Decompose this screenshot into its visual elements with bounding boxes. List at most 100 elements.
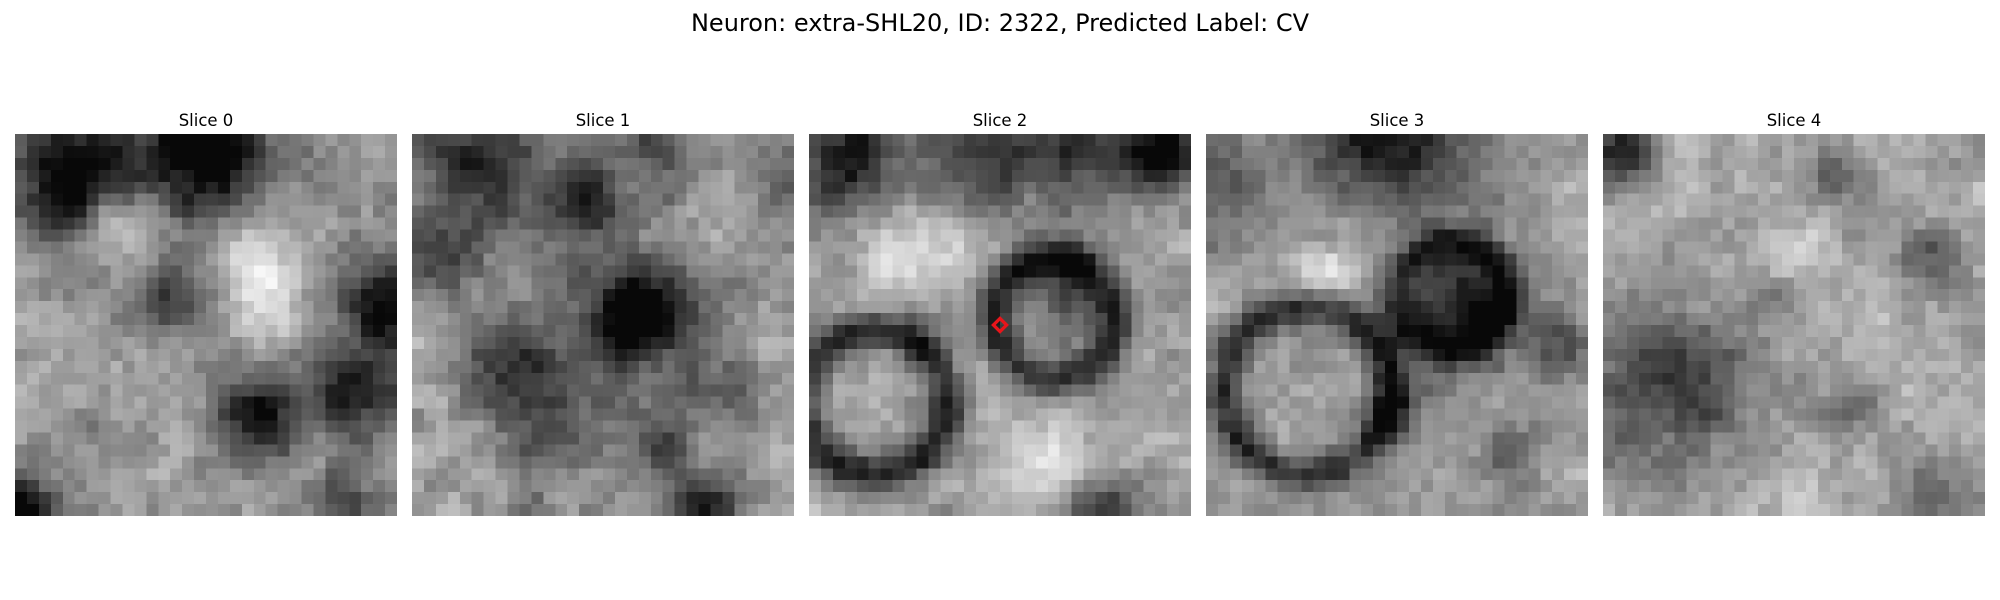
image-pixel: [1241, 265, 1254, 278]
image-pixel: [662, 301, 675, 314]
image-pixel: [134, 313, 147, 326]
image-pixel: [1468, 396, 1481, 409]
image-pixel: [686, 325, 699, 338]
image-pixel: [1432, 313, 1445, 326]
image-pixel: [1277, 145, 1290, 159]
image-pixel: [134, 301, 147, 314]
image-pixel: [1925, 289, 1938, 302]
image-pixel: [832, 336, 846, 350]
image-pixel: [579, 169, 592, 182]
image-pixel: [964, 384, 977, 397]
image-pixel: [158, 169, 171, 182]
image-pixel: [1564, 408, 1577, 421]
image-pixel: [976, 480, 989, 493]
image-pixel: [86, 504, 99, 516]
image-pixel: [1480, 193, 1493, 206]
image-pixel: [1167, 145, 1180, 159]
image-pixel: [844, 193, 857, 206]
image-pixel: [531, 336, 544, 350]
image-pixel: [98, 456, 111, 469]
image-pixel: [722, 444, 735, 457]
image-pixel: [435, 205, 449, 218]
image-pixel: [62, 217, 75, 230]
image-pixel: [543, 205, 556, 218]
image-pixel: [1011, 145, 1025, 159]
image-pixel: [1492, 468, 1505, 481]
image-pixel: [1528, 265, 1541, 278]
image-pixel: [1456, 432, 1469, 445]
image-pixel: [1349, 396, 1362, 409]
image-pixel: [1361, 420, 1374, 433]
image-pixel: [591, 420, 604, 433]
image-pixel: [603, 253, 616, 266]
image-pixel: [1059, 181, 1072, 194]
image-pixel: [277, 504, 290, 516]
image-pixel: [206, 157, 219, 171]
image-pixel: [1770, 336, 1783, 350]
image-pixel: [1564, 277, 1577, 290]
image-pixel: [1961, 348, 1974, 362]
image-pixel: [1686, 169, 1699, 182]
image-pixel: [74, 444, 87, 457]
image-pixel: [507, 289, 520, 302]
image-pixel: [26, 336, 40, 350]
image-pixel: [856, 313, 869, 326]
image-pixel: [471, 432, 484, 445]
image-pixel: [1229, 145, 1243, 159]
image-pixel: [1829, 253, 1842, 266]
image-pixel: [555, 360, 568, 373]
image-pixel: [1925, 217, 1938, 230]
image-pixel: [349, 157, 362, 171]
image-pixel: [1420, 492, 1434, 505]
image-pixel: [832, 217, 846, 230]
image-pixel: [722, 456, 735, 469]
image-pixel: [770, 336, 783, 350]
image-pixel: [1265, 241, 1278, 254]
image-pixel: [1794, 372, 1807, 385]
image-pixel: [301, 217, 314, 230]
image-pixel: [471, 468, 484, 481]
image-pixel: [686, 444, 699, 457]
image-pixel: [1361, 277, 1374, 290]
image-pixel: [483, 468, 496, 481]
image-pixel: [1337, 396, 1350, 409]
image-pixel: [1432, 456, 1445, 469]
image-pixel: [1576, 336, 1588, 350]
image-pixel: [1420, 504, 1434, 516]
image-pixel: [1853, 420, 1866, 433]
image-pixel: [1961, 205, 1974, 218]
image-pixel: [1253, 384, 1266, 397]
image-pixel: [722, 134, 735, 147]
image-pixel: [241, 193, 254, 206]
image-pixel: [868, 408, 881, 421]
image-pixel: [1229, 444, 1243, 457]
image-pixel: [579, 384, 592, 397]
image-pixel: [710, 456, 723, 469]
image-pixel: [614, 145, 628, 159]
image-pixel: [447, 432, 460, 445]
image-pixel: [686, 229, 699, 242]
image-pixel: [38, 241, 52, 254]
image-pixel: [1289, 145, 1302, 159]
image-pixel: [1456, 289, 1469, 302]
image-pixel: [1408, 241, 1422, 254]
image-pixel: [98, 277, 111, 290]
image-pixel: [313, 217, 326, 230]
image-pixel: [746, 372, 759, 385]
image-pixel: [289, 229, 302, 242]
image-pixel: [1456, 241, 1469, 254]
image-pixel: [1313, 289, 1326, 302]
image-pixel: [698, 265, 711, 278]
image-pixel: [1614, 456, 1628, 469]
image-pixel: [1131, 396, 1144, 409]
image-pixel: [1817, 336, 1831, 350]
image-pixel: [1325, 277, 1338, 290]
image-pixel: [1770, 253, 1783, 266]
image-pixel: [1603, 384, 1616, 397]
image-pixel: [229, 181, 243, 194]
image-pixel: [495, 217, 508, 230]
image-pixel: [1961, 241, 1974, 254]
image-pixel: [1576, 253, 1588, 266]
image-pixel: [856, 229, 869, 242]
image-pixel: [1650, 348, 1663, 362]
